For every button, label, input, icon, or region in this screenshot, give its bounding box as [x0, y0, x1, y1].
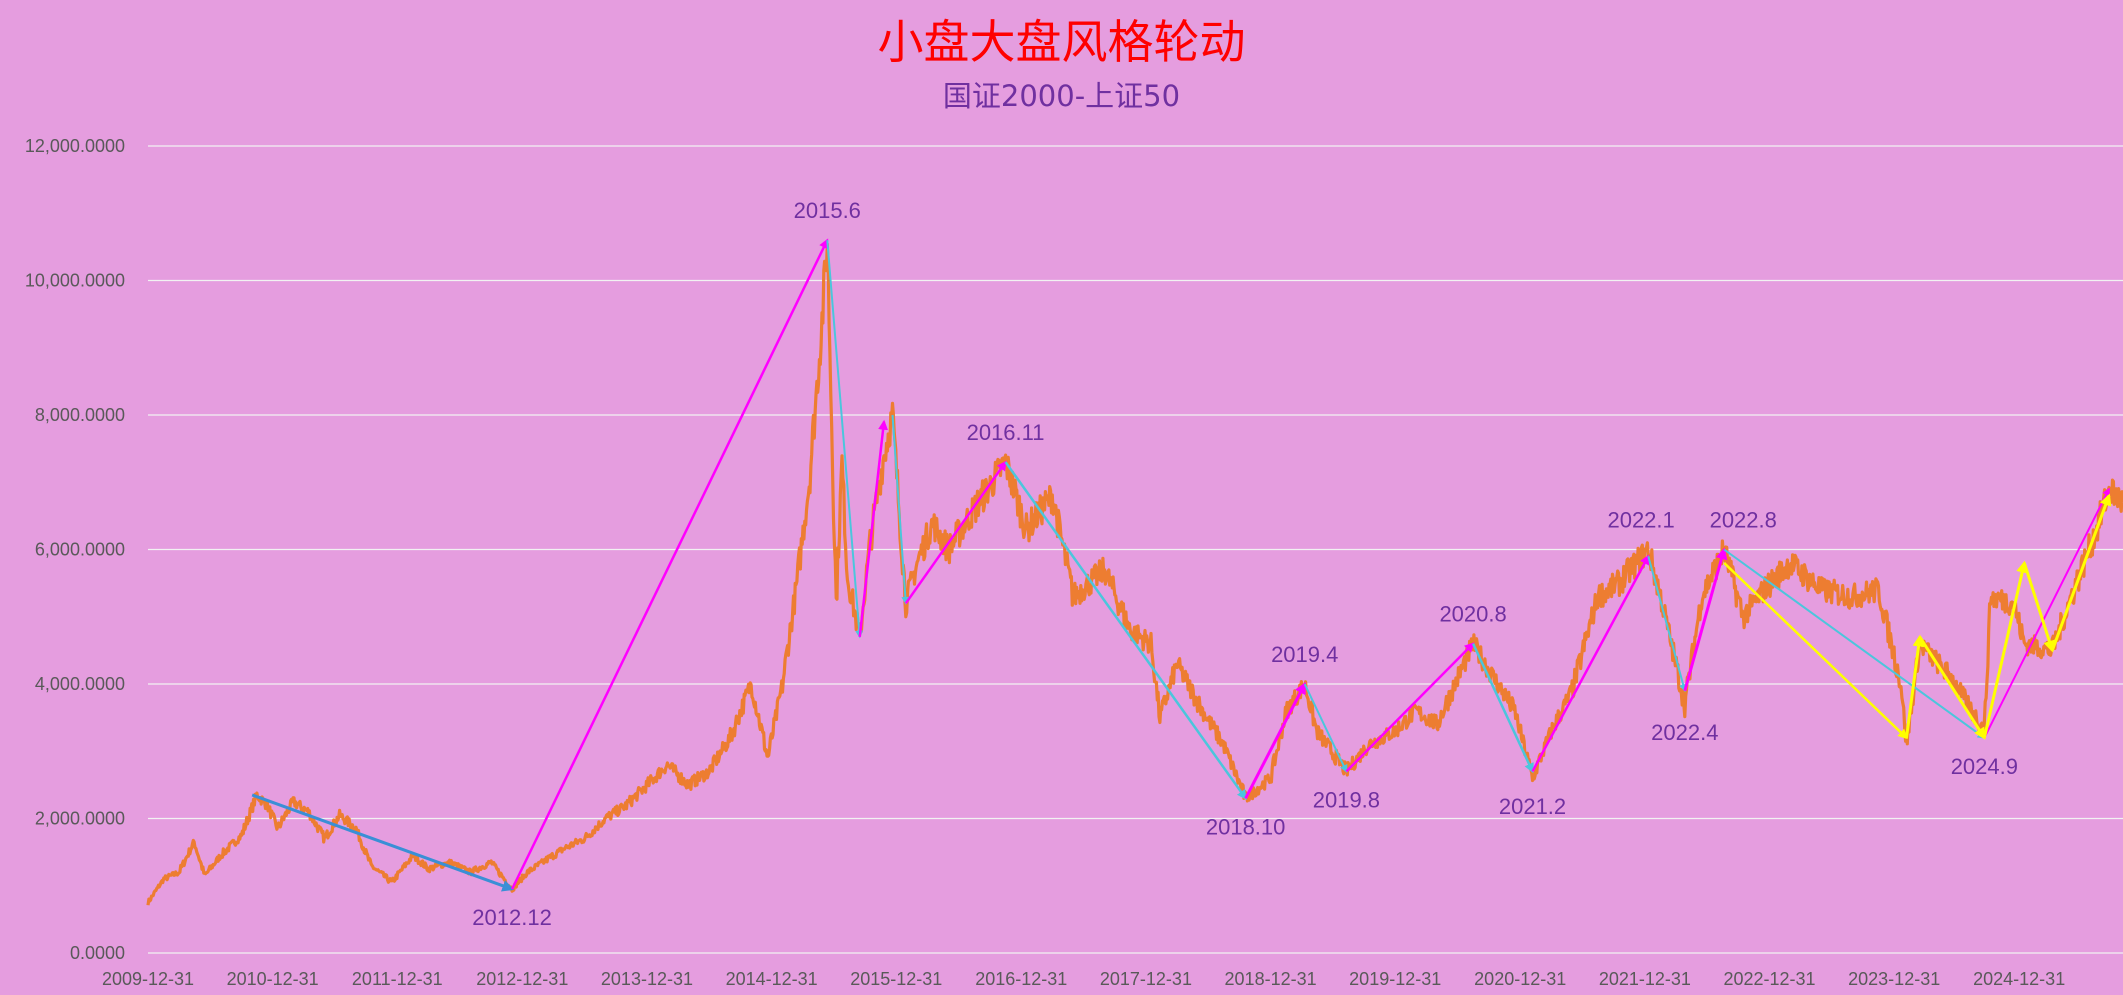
date-annotation: 2016.11: [967, 420, 1045, 445]
gridlines: [148, 145, 2123, 954]
chart-title: 小盘大盘风格轮动: [877, 15, 1246, 69]
x-tick-label: 2021-12-31: [1599, 969, 1691, 989]
date-annotation: 2015.6: [794, 198, 861, 223]
x-tick-label: 2009-12-31: [102, 969, 194, 989]
trend-arrow: [1983, 487, 2110, 739]
date-annotation: 2020.8: [1439, 602, 1506, 627]
annotation-layer: 2012.12 2015.6 2016.11 2018.10 2019.4 2019.8 2…: [472, 198, 2018, 930]
date-annotation: 2018.10: [1206, 814, 1286, 839]
series-layer: [146, 242, 2123, 906]
trend-arrow: [1723, 562, 1908, 740]
series-line: [146, 242, 2123, 906]
date-annotation: 2022.4: [1651, 720, 1718, 745]
x-tick-label: 2019-12-31: [1349, 969, 1441, 989]
y-tick-label: 6,000.0000: [35, 540, 125, 560]
trend-arrow: [1004, 461, 1247, 800]
x-tick-label: 2011-12-31: [352, 969, 443, 989]
trend-arrow: [2050, 493, 2112, 651]
date-annotation: 2019.4: [1271, 642, 1338, 667]
x-tick-label: 2015-12-31: [850, 969, 942, 989]
x-tick-label: 2023-12-31: [1848, 969, 1940, 989]
date-annotation: 2012.12: [472, 905, 552, 930]
trend-arrow: [891, 414, 910, 605]
arrow-layer: [251, 238, 2112, 892]
x-tick-label: 2013-12-31: [601, 969, 693, 989]
date-annotation: 2021.2: [1499, 794, 1566, 819]
date-annotation: 2022.8: [1710, 508, 1777, 533]
date-annotation: 2022.1: [1607, 508, 1674, 533]
date-annotation: 2019.8: [1313, 787, 1380, 812]
x-tick-label: 2017-12-31: [1100, 969, 1192, 989]
trend-arrow: [1982, 560, 2029, 739]
x-tick-label: 2024-12-31: [1973, 969, 2065, 989]
x-tick-label: 2022-12-31: [1723, 969, 1815, 989]
trend-arrow: [1918, 636, 1986, 740]
trend-arrow: [1471, 643, 1534, 774]
trend-arrow: [1904, 634, 1925, 738]
date-annotation: 2024.9: [1951, 754, 2018, 779]
trend-arrow: [858, 419, 889, 638]
trend-arrow: [1531, 554, 1650, 773]
y-tick-label: 8,000.0000: [35, 405, 125, 425]
trend-arrow: [1723, 548, 1986, 739]
x-tick-label: 2020-12-31: [1474, 969, 1566, 989]
y-tick-label: 0.0000: [70, 943, 125, 963]
trend-arrow: [510, 238, 829, 890]
y-tick-label: 10,000.0000: [25, 271, 125, 291]
trend-arrow: [251, 793, 515, 892]
trend-arrow: [2022, 562, 2056, 653]
trend-arrow: [1244, 681, 1307, 800]
trend-arrow: [1683, 547, 1728, 692]
x-tick-label: 2018-12-31: [1225, 969, 1317, 989]
x-tick-label: 2010-12-31: [227, 969, 319, 989]
trend-arrow: [1345, 642, 1475, 773]
x-tick-label: 2014-12-31: [726, 969, 818, 989]
chart-subtitle: 国证2000-上证50: [942, 79, 1181, 113]
x-tick-label: 2012-12-31: [476, 969, 568, 989]
y-axis-ticks: 0.0000 2,000.0000 4,000.0000 6,000.0000 8,00…: [25, 136, 125, 963]
y-tick-label: 2,000.0000: [35, 809, 125, 829]
x-axis-ticks: 2009-12-31 2010-12-31 2011-12-31 2012-12-31…: [102, 969, 2065, 989]
trend-arrow: [1303, 683, 1348, 773]
trend-arrow: [1647, 555, 1688, 693]
x-tick-label: 2016-12-31: [975, 969, 1067, 989]
y-tick-label: 12,000.0000: [25, 136, 125, 156]
trend-arrow: [904, 460, 1007, 605]
trend-arrow: [826, 240, 864, 639]
y-tick-label: 4,000.0000: [35, 674, 125, 694]
